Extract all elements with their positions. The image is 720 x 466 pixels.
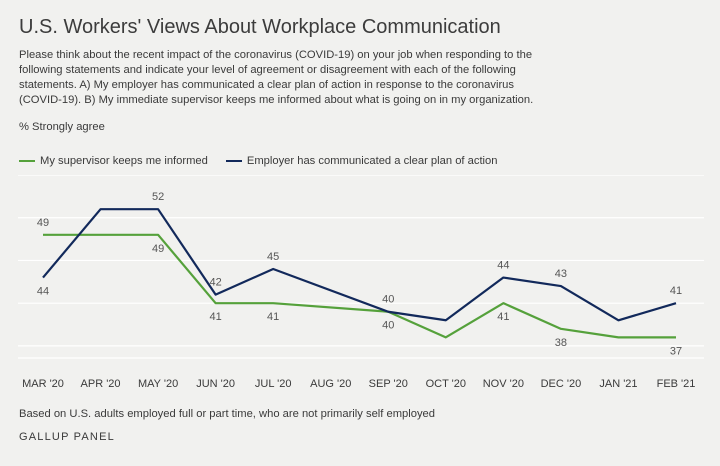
legend-item-supervisor: My supervisor keeps me informed — [19, 155, 208, 167]
footnote: Based on U.S. adults employed full or pa… — [19, 408, 435, 420]
data-label: 41 — [497, 311, 509, 323]
data-label: 49 — [152, 243, 164, 255]
x-tick-label: JAN '21 — [599, 378, 637, 390]
x-tick-label: APR '20 — [81, 378, 121, 390]
unit-label: % Strongly agree — [19, 121, 105, 133]
x-tick-label: JUL '20 — [255, 378, 292, 390]
data-label: 37 — [670, 345, 682, 357]
data-label: 45 — [267, 251, 279, 263]
legend-swatch-supervisor — [19, 160, 35, 162]
x-tick-label: FEB '21 — [657, 378, 696, 390]
legend-item-employer: Employer has communicated a clear plan o… — [225, 155, 498, 167]
data-label: 41 — [267, 311, 279, 323]
data-label: 40 — [382, 320, 394, 332]
x-tick-label: AUG '20 — [310, 378, 351, 390]
data-label: 43 — [555, 268, 567, 280]
legend-swatch-employer — [225, 160, 242, 162]
data-label: 42 — [210, 277, 222, 289]
x-tick-label: MAY '20 — [138, 378, 178, 390]
series-line-employer — [42, 208, 677, 322]
line-chart: MAR '20 APR '20 MAY '20 JUN '20 JUL '20 AUG '… — [18, 175, 704, 390]
data-label: 41 — [670, 285, 682, 297]
source-label: GALLUP PANEL — [19, 431, 115, 443]
data-label: 49 — [37, 217, 49, 229]
data-label: 52 — [152, 191, 164, 203]
data-label: 38 — [555, 337, 567, 349]
survey-question: Please think about the recent impact of … — [19, 49, 534, 106]
legend: My supervisor keeps me informed Employer… — [19, 155, 515, 167]
x-tick-label: MAR '20 — [22, 378, 64, 390]
x-tick-label: NOV '20 — [483, 378, 524, 390]
x-tick-label: OCT '20 — [426, 378, 466, 390]
data-label: 44 — [497, 260, 509, 272]
chart-title: U.S. Workers' Views About Workplace Comm… — [19, 16, 501, 38]
data-label: 44 — [37, 286, 49, 298]
data-label: 41 — [210, 311, 222, 323]
x-tick-label: DEC '20 — [541, 378, 582, 390]
data-label: 40 — [382, 294, 394, 306]
legend-label-supervisor: My supervisor keeps me informed — [40, 155, 208, 167]
series-line-supervisor — [43, 233, 676, 339]
x-tick-label: JUN '20 — [196, 378, 235, 390]
legend-label-employer: Employer has communicated a clear plan o… — [246, 155, 498, 167]
x-tick-label: SEP '20 — [369, 378, 408, 390]
